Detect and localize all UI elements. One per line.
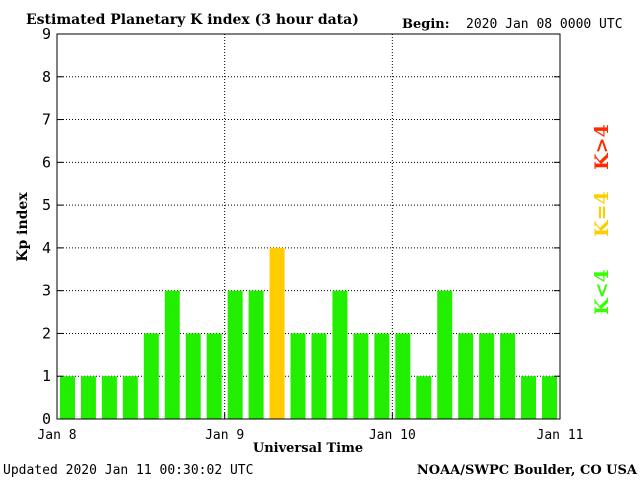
updated-text: Updated 2020 Jan 11 00:30:02 UTC [3, 463, 253, 478]
x-ticks: Jan 8 Jan 9 Jan 10 Jan 11 [37, 413, 583, 443]
kp-bar [311, 333, 327, 419]
kp-bar [206, 333, 222, 419]
kp-bar [80, 376, 96, 419]
kp-bar [248, 290, 264, 419]
y-tick-label: 0 [42, 410, 51, 428]
kp-bar [374, 333, 390, 419]
y-tick-label: 1 [42, 367, 51, 385]
source-text: NOAA/SWPC Boulder, CO USA [417, 463, 638, 478]
kp-bar [290, 333, 306, 419]
y-tick-label: 3 [42, 282, 51, 300]
x-tick-label: Jan 8 [37, 428, 76, 443]
kp-bar [521, 376, 537, 419]
legend-item: K=4 [591, 191, 613, 237]
y-tick-label: 8 [42, 68, 51, 86]
kp-bar [416, 376, 432, 419]
kp-bar [500, 333, 516, 419]
x-tick-label: Jan 9 [205, 428, 244, 443]
x-tick-label: Jan 11 [537, 428, 584, 443]
x-tick-label: Jan 10 [369, 428, 416, 443]
y-tick-label: 4 [42, 239, 51, 257]
y-tick-label: 2 [42, 324, 51, 342]
kp-bar [59, 376, 75, 419]
legend-item: K<4 [591, 269, 613, 315]
begin-value: 2020 Jan 08 0000 UTC [466, 17, 623, 32]
y-ticks: 0 1 2 3 4 5 6 7 8 9 [42, 25, 560, 428]
plot-frame [56, 33, 561, 420]
y-tick-label: 9 [42, 25, 51, 43]
kp-bar [437, 290, 453, 419]
chart-title: Estimated Planetary K index (3 hour data… [26, 12, 359, 28]
kp-bar [269, 247, 285, 419]
bars [59, 247, 558, 419]
kp-bar [395, 333, 411, 419]
begin-label: Begin: [402, 17, 450, 32]
kp-bar [143, 333, 159, 419]
grid-lines [57, 34, 560, 419]
y-tick-label: 5 [42, 196, 51, 214]
y-axis-label: Kp index [15, 192, 31, 262]
kp-bar [122, 376, 138, 419]
kp-bar [479, 333, 495, 419]
y-tick-label: 6 [42, 153, 51, 171]
kp-bar [101, 376, 117, 419]
legend: K<4 K=4 K>4 [591, 124, 613, 315]
kp-bar [458, 333, 474, 419]
kp-bar [542, 376, 558, 419]
kp-bar [164, 290, 180, 419]
y-tick-label: 7 [42, 111, 51, 129]
legend-item: K>4 [591, 124, 613, 170]
kp-bar [227, 290, 243, 419]
kp-bar [332, 290, 348, 419]
x-axis-label: Universal Time [253, 441, 363, 456]
kp-bar [185, 333, 201, 419]
kp-bar [353, 333, 369, 419]
